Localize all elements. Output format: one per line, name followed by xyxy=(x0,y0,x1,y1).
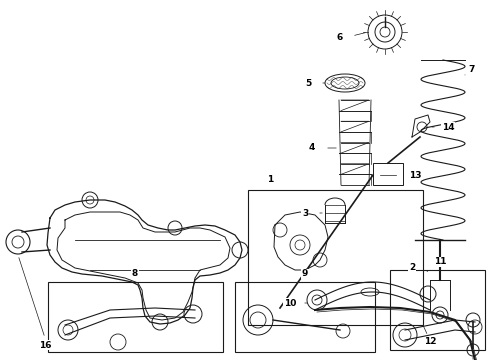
Text: 4: 4 xyxy=(309,144,315,153)
Text: 7: 7 xyxy=(469,66,475,75)
Text: 6: 6 xyxy=(337,32,343,41)
Text: 3: 3 xyxy=(302,208,308,217)
Text: 14: 14 xyxy=(441,122,454,131)
Text: 11: 11 xyxy=(434,257,446,266)
Text: 16: 16 xyxy=(39,341,51,350)
Bar xyxy=(48,282,223,352)
Text: 13: 13 xyxy=(409,171,421,180)
Bar xyxy=(235,282,375,352)
Text: 5: 5 xyxy=(305,78,311,87)
Bar xyxy=(248,190,423,325)
Text: 8: 8 xyxy=(132,270,138,279)
Text: 2: 2 xyxy=(409,264,415,273)
Text: 10: 10 xyxy=(284,298,296,307)
Bar xyxy=(390,270,485,350)
Text: 9: 9 xyxy=(302,270,308,279)
Text: 12: 12 xyxy=(424,338,436,346)
Text: 1: 1 xyxy=(267,175,273,184)
Bar xyxy=(373,163,403,185)
